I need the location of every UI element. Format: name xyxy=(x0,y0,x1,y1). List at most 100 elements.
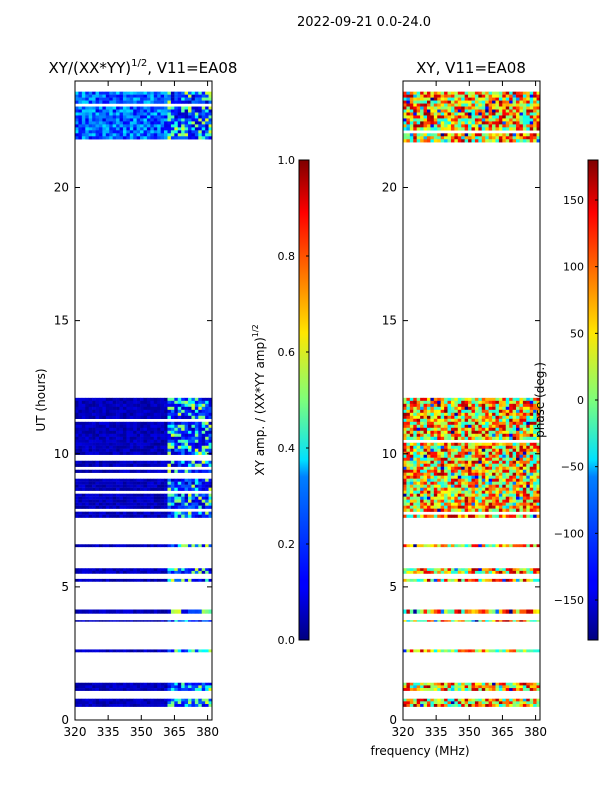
right-heatmap-cell xyxy=(526,418,531,422)
left-heatmap-cell xyxy=(146,484,151,488)
left-heatmap-cell xyxy=(198,460,203,464)
left-heatmap-cell xyxy=(92,109,96,113)
right-heatmap-cell xyxy=(502,682,507,686)
left-heatmap-cell xyxy=(150,109,155,113)
left-heatmap-cell xyxy=(119,118,124,122)
right-heatmap-cell xyxy=(519,103,524,107)
right-heatmap-cell xyxy=(485,620,489,622)
right-heatmap-cell xyxy=(447,448,452,452)
right-heatmap-cell xyxy=(478,685,483,689)
left-heatmap-cell xyxy=(143,544,148,548)
right-heatmap-cell xyxy=(495,499,500,503)
right-heatmap-cell xyxy=(437,124,441,128)
left-heatmap-cell xyxy=(129,100,134,104)
left-heatmap-cell xyxy=(188,133,192,137)
right-heatmap-cell xyxy=(403,490,407,494)
left-heatmap-cell xyxy=(170,493,175,497)
left-heatmap-cell xyxy=(98,403,103,408)
left-heatmap-cell xyxy=(164,400,168,405)
right-heatmap-cell xyxy=(529,701,534,705)
left-heatmap-cell xyxy=(122,412,127,417)
left-heatmap-cell xyxy=(92,578,96,582)
left-heatmap-cell xyxy=(174,649,179,653)
right-heatmap-cell xyxy=(533,100,537,104)
right-heatmap-cell xyxy=(505,457,510,461)
right-heatmap-cell xyxy=(498,112,503,116)
right-heatmap-cell xyxy=(450,514,455,518)
right-heatmap-cell xyxy=(440,454,445,458)
right-heatmap-cell xyxy=(471,430,476,434)
left-heatmap-cell xyxy=(201,400,206,405)
left-heatmap-cell xyxy=(92,124,96,128)
left-heatmap-cell xyxy=(170,451,175,455)
right-heatmap-cell xyxy=(505,115,510,119)
left-heatmap-cell xyxy=(150,487,155,491)
left-heatmap-cell xyxy=(177,505,182,509)
left-heatmap-cell xyxy=(146,701,151,705)
left-heatmap-cell xyxy=(95,109,100,113)
left-heatmap-cell xyxy=(140,118,144,122)
right-heatmap-cell xyxy=(529,544,534,548)
left-heatmap-cell xyxy=(184,136,189,140)
left-heatmap-cell xyxy=(153,130,158,134)
left-heatmap-cell xyxy=(116,427,120,431)
right-heatmap-cell xyxy=(512,490,517,494)
left-heatmap-cell xyxy=(95,568,100,572)
left-heatmap-cell xyxy=(143,439,148,443)
right-heatmap-cell xyxy=(512,430,517,434)
left-heatmap-cell xyxy=(153,685,158,689)
left-heatmap-cell xyxy=(81,121,86,125)
left-heatmap-cell xyxy=(160,544,165,548)
left-heatmap-cell xyxy=(81,502,86,506)
right-heatmap-cell xyxy=(512,400,517,405)
right-heatmap-cell xyxy=(457,499,462,503)
right-heatmap-cell xyxy=(420,682,424,686)
left-heatmap-cell xyxy=(205,439,209,443)
right-heatmap-cell xyxy=(509,403,513,408)
right-heatmap-cell xyxy=(447,466,452,470)
right-heatmap-cell xyxy=(478,106,483,110)
left-heatmap-cell xyxy=(98,496,103,500)
left-heatmap-cell xyxy=(191,578,196,582)
left-heatmap-cell xyxy=(160,487,165,491)
left-heatmap-cell xyxy=(98,493,103,497)
right-heatmap-cell xyxy=(519,430,524,434)
right-heatmap-cell xyxy=(526,698,531,702)
left-heatmap-cell xyxy=(126,133,131,137)
right-heatmap-cell xyxy=(512,514,517,518)
left-heatmap-cell xyxy=(198,403,203,408)
right-heatmap-cell xyxy=(536,103,541,107)
right-heatmap-cell xyxy=(426,502,431,506)
left-heatmap-cell xyxy=(188,496,192,500)
right-heatmap-cell xyxy=(498,704,503,707)
right-heatmap-cell xyxy=(450,403,455,408)
right-heatmap-cell xyxy=(485,475,489,479)
right-heatmap-cell xyxy=(437,609,441,614)
right-heatmap-cell xyxy=(406,505,411,509)
left-heatmap-cell xyxy=(164,502,168,506)
left-heatmap-cell xyxy=(167,112,172,116)
left-heatmap-cell xyxy=(126,430,131,434)
left-heatmap-cell xyxy=(194,433,199,437)
right-heatmap-cell xyxy=(403,115,407,119)
left-heatmap-cell xyxy=(174,478,179,482)
right-heatmap-cell xyxy=(444,466,448,470)
left-heatmap-cell xyxy=(143,487,148,491)
right-heatmap-cell xyxy=(495,502,500,506)
right-heatmap-cell xyxy=(409,568,414,572)
left-heatmap-cell xyxy=(81,412,86,417)
right-heatmap-cell xyxy=(437,433,441,437)
right-heatmap-cell xyxy=(444,451,448,455)
left-heatmap-cell xyxy=(112,442,117,446)
right-heatmap-cell xyxy=(464,418,469,422)
left-heatmap-cell xyxy=(105,91,110,95)
right-heatmap-cell xyxy=(526,403,531,408)
right-heatmap-cell xyxy=(488,478,493,482)
right-heatmap-cell xyxy=(478,121,483,125)
left-heatmap-cell xyxy=(95,100,100,104)
left-heatmap-cell xyxy=(81,505,86,509)
right-heatmap-cell xyxy=(403,418,407,422)
left-heatmap-cell xyxy=(170,478,175,482)
left-heatmap-cell xyxy=(205,698,209,702)
right-heatmap-cell xyxy=(457,451,462,455)
